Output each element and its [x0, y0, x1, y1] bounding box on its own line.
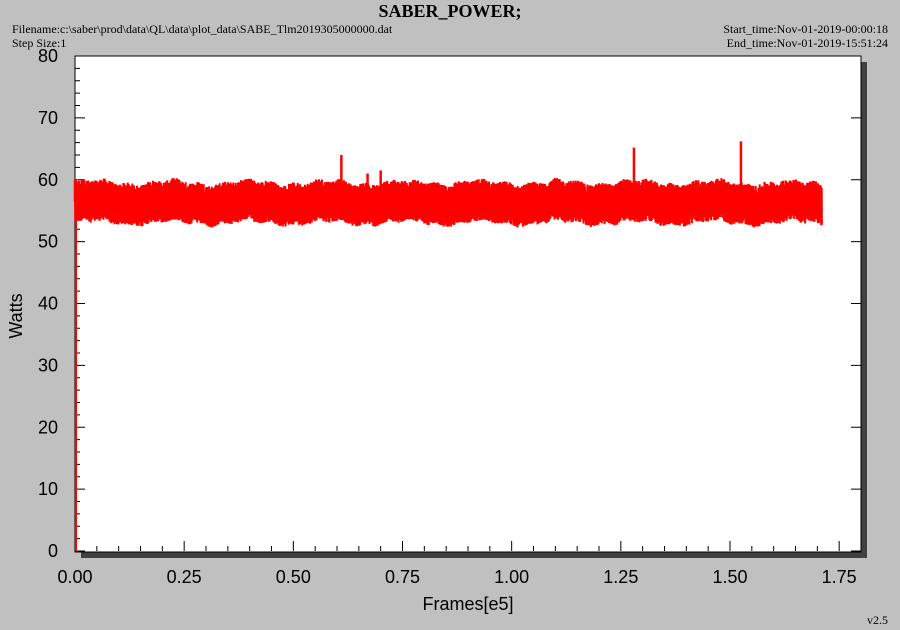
x-tick-label: 0.25 [167, 567, 202, 587]
x-tick-label: 0.00 [57, 567, 92, 587]
step-size-text: Step Size:1 [12, 36, 67, 50]
y-tick-label: 80 [38, 46, 58, 66]
series-group [73, 141, 823, 551]
y-tick-label: 70 [38, 108, 58, 128]
x-tick-label: 1.50 [712, 567, 747, 587]
series-tail-block [815, 185, 822, 217]
y-axis-label: Watts [6, 293, 26, 338]
y-tick-label: 30 [38, 355, 58, 375]
x-tick-label: 1.00 [494, 567, 529, 587]
x-axis-label: Frames[e5] [422, 594, 513, 614]
start-time-text: Start_time:Nov-01-2019-00:00:18 [723, 22, 888, 36]
time-info: Start_time:Nov-01-2019-00:00:18 End_time… [723, 22, 888, 50]
chart-title: SABER_POWER; [378, 1, 522, 21]
y-tick-label: 40 [38, 294, 58, 314]
version-label: v2.5 [867, 613, 888, 627]
y-tick-label: 50 [38, 232, 58, 252]
y-tick-label: 60 [38, 170, 58, 190]
power-series-line [74, 177, 823, 228]
plot-area [74, 55, 862, 553]
end-time-text: End_time:Nov-01-2019-15:51:24 [726, 36, 888, 50]
x-tick-label: 1.25 [603, 567, 638, 587]
y-tick-label: 20 [38, 417, 58, 437]
y-tick-label: 10 [38, 479, 58, 499]
x-tick-label: 0.50 [276, 567, 311, 587]
x-tick-label: 0.75 [385, 567, 420, 587]
file-info: Filename:c:\saber\prod\data\QL\data\plot… [12, 22, 392, 50]
x-tick-label: 1.75 [822, 567, 857, 587]
filename-text: Filename:c:\saber\prod\data\QL\data\plot… [12, 22, 393, 36]
y-tick-label: 0 [48, 541, 58, 561]
